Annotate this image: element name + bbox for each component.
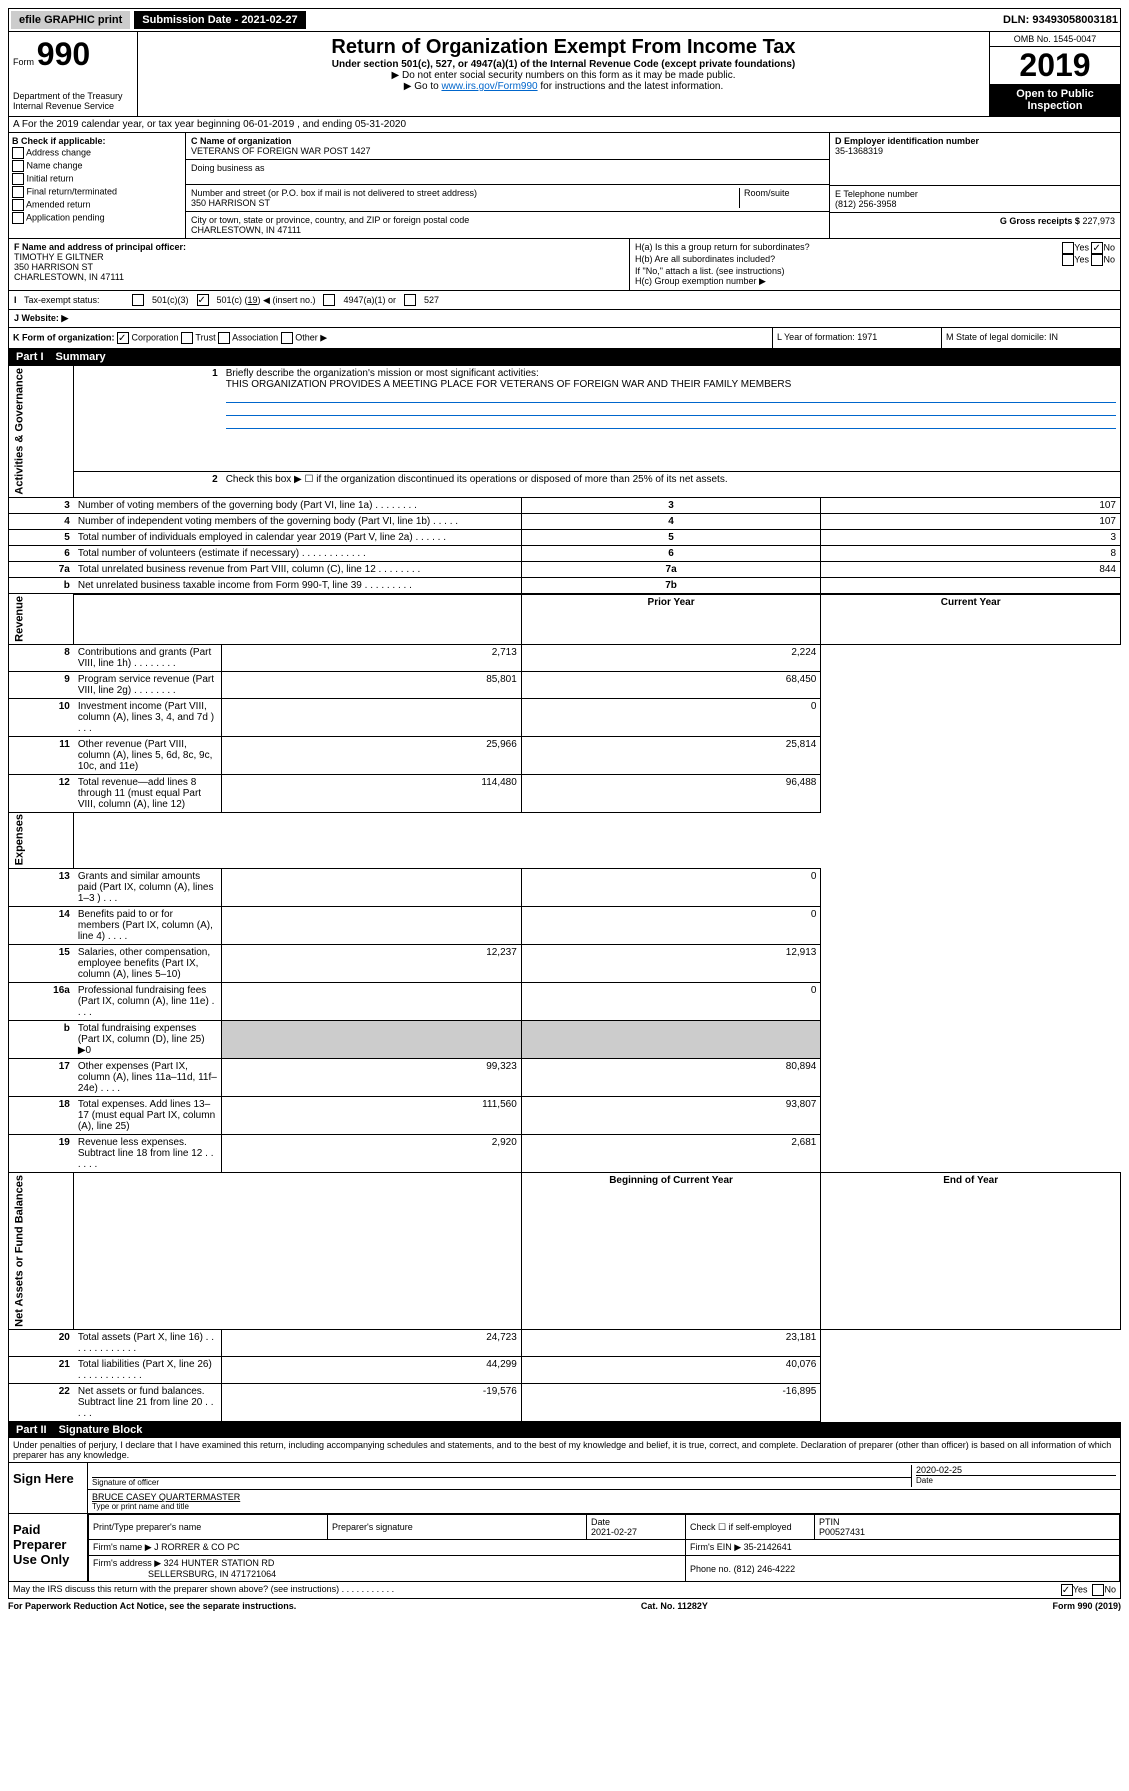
summary-row: 9Program service revenue (Part VIII, lin…: [9, 671, 1121, 698]
perjury: Under penalties of perjury, I declare th…: [8, 1438, 1121, 1463]
note-1: ▶ Do not enter social security numbers o…: [142, 70, 985, 81]
side-expenses: Expenses: [9, 812, 74, 868]
sign-date: 2020-02-25: [916, 1465, 1116, 1475]
summary-row: 8Contributions and grants (Part VIII, li…: [9, 644, 1121, 671]
year-formation: L Year of formation: 1971: [772, 328, 941, 348]
summary-row: 11Other revenue (Part VIII, column (A), …: [9, 736, 1121, 774]
cb-final[interactable]: Final return/terminated: [12, 186, 182, 198]
summary-row: 16aProfessional fundraising fees (Part I…: [9, 983, 1121, 1021]
officer-name: TIMOTHY E GILTNER: [14, 252, 624, 262]
part2-header: Part IISignature Block: [8, 1422, 1121, 1438]
summary-row: bNet unrelated business taxable income f…: [9, 577, 1121, 594]
ptin: P00527431: [819, 1527, 865, 1537]
discuss-row: May the IRS discuss this return with the…: [8, 1582, 1121, 1599]
form-subtitle: Under section 501(c), 527, or 4947(a)(1)…: [142, 59, 985, 70]
summary-row: 19Revenue less expenses. Subtract line 1…: [9, 1135, 1121, 1173]
cb-initial[interactable]: Initial return: [12, 173, 182, 185]
tax-status-row: I Tax-exempt status: 501(c)(3) 501(c) (1…: [8, 291, 1121, 310]
summary-row: 22Net assets or fund balances. Subtract …: [9, 1384, 1121, 1422]
summary-row: 6Total number of volunteers (estimate if…: [9, 545, 1121, 561]
col-de: D Employer identification number 35-1368…: [829, 133, 1120, 238]
dln: DLN: 93493058003181: [1003, 14, 1118, 26]
summary-table: Activities & Governance 1 Briefly descri…: [8, 365, 1121, 1422]
form-number: 990: [37, 36, 90, 72]
cb-name[interactable]: Name change: [12, 160, 182, 172]
summary-row: 17Other expenses (Part IX, column (A), l…: [9, 1059, 1121, 1097]
i-label: I Tax-exempt status:: [14, 295, 124, 305]
phone: (812) 256-3958: [835, 199, 1115, 209]
summary-row: 18Total expenses. Add lines 13–17 (must …: [9, 1097, 1121, 1135]
summary-row: 10Investment income (Part VIII, column (…: [9, 698, 1121, 736]
street: 350 HARRISON ST: [191, 198, 739, 208]
side-revenue: Revenue: [9, 594, 74, 645]
dept: Department of the Treasury: [13, 91, 133, 101]
note-2: ▶ Go to www.irs.gov/Form990 for instruct…: [142, 81, 985, 92]
summary-row: 7aTotal unrelated business revenue from …: [9, 561, 1121, 577]
efile-btn[interactable]: efile GRAPHIC print: [11, 11, 130, 29]
side-governance: Activities & Governance: [9, 366, 74, 498]
cb-pending[interactable]: Application pending: [12, 212, 182, 224]
irs: Internal Revenue Service: [13, 101, 133, 111]
col-b: B Check if applicable: Address change Na…: [9, 133, 186, 238]
section-fh: F Name and address of principal officer:…: [8, 239, 1121, 291]
summary-row: 4Number of independent voting members of…: [9, 513, 1121, 529]
summary-row: 14Benefits paid to or for members (Part …: [9, 907, 1121, 945]
summary-row: 13Grants and similar amounts paid (Part …: [9, 869, 1121, 907]
section-bc: B Check if applicable: Address change Na…: [8, 133, 1121, 239]
form-label: Form: [13, 57, 34, 67]
summary-row: 20Total assets (Part X, line 16) . . . .…: [9, 1330, 1121, 1357]
cb-address[interactable]: Address change: [12, 147, 182, 159]
prep-date: 2021-02-27: [591, 1527, 637, 1537]
firm-phone: (812) 246-4222: [734, 1564, 796, 1574]
cb-amended[interactable]: Amended return: [12, 199, 182, 211]
summary-row: 5Total number of individuals employed in…: [9, 529, 1121, 545]
firm-ein: 35-2142641: [744, 1542, 792, 1552]
org-name: VETERANS OF FOREIGN WAR POST 1427: [191, 146, 824, 156]
firm-addr: 324 HUNTER STATION RD: [164, 1558, 275, 1568]
row-a: A For the 2019 calendar year, or tax yea…: [8, 117, 1121, 133]
omb: OMB No. 1545-0047: [990, 32, 1120, 47]
summary-row: bTotal fundraising expenses (Part IX, co…: [9, 1021, 1121, 1059]
tax-year: 2019: [990, 47, 1120, 84]
mission-text: THIS ORGANIZATION PROVIDES A MEETING PLA…: [226, 379, 792, 390]
col-c: C Name of organization VETERANS OF FOREI…: [186, 133, 829, 238]
ein: 35-1368319: [835, 146, 1115, 156]
summary-row: 12Total revenue—add lines 8 through 11 (…: [9, 774, 1121, 812]
officer-print-name: BRUCE CASEY QUARTERMASTER: [92, 1492, 1116, 1502]
klm-row: K Form of organization: Corporation Trus…: [8, 328, 1121, 349]
gross-receipts: 227,973: [1082, 216, 1115, 226]
website-row: J Website: ▶: [8, 310, 1121, 328]
city: CHARLESTOWN, IN 47111: [191, 225, 824, 235]
firm-name: J RORRER & CO PC: [154, 1542, 240, 1552]
submission-btn[interactable]: Submission Date - 2021-02-27: [134, 11, 305, 29]
side-net: Net Assets or Fund Balances: [9, 1173, 74, 1330]
summary-row: 21Total liabilities (Part X, line 26) . …: [9, 1357, 1121, 1384]
form-title: Return of Organization Exempt From Incom…: [142, 36, 985, 59]
footer: For Paperwork Reduction Act Notice, see …: [8, 1599, 1121, 1613]
summary-row: 3Number of voting members of the governi…: [9, 497, 1121, 513]
sign-here: Sign Here Signature of officer 2020-02-2…: [8, 1463, 1121, 1514]
form-header: Form 990 Department of the Treasury Inte…: [8, 32, 1121, 117]
summary-row: 15Salaries, other compensation, employee…: [9, 945, 1121, 983]
paid-preparer: Paid Preparer Use Only Print/Type prepar…: [8, 1514, 1121, 1582]
open-public: Open to Public Inspection: [990, 84, 1120, 116]
part1-header: Part ISummary: [8, 349, 1121, 365]
top-bar: efile GRAPHIC print Submission Date - 20…: [8, 8, 1121, 32]
state-domicile: M State of legal domicile: IN: [941, 328, 1120, 348]
irs-link[interactable]: www.irs.gov/Form990: [441, 81, 537, 92]
